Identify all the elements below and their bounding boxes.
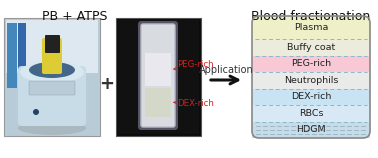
Bar	[252, 72, 370, 88]
FancyBboxPatch shape	[18, 66, 86, 126]
Text: Neutrophils: Neutrophils	[284, 76, 338, 85]
Ellipse shape	[33, 109, 39, 115]
Text: HDGM: HDGM	[296, 125, 326, 134]
Bar	[252, 122, 370, 138]
Text: +: +	[99, 75, 115, 93]
FancyBboxPatch shape	[29, 81, 75, 95]
Text: DEX-rich: DEX-rich	[291, 92, 331, 101]
Bar	[7, 23, 17, 88]
FancyBboxPatch shape	[141, 24, 175, 127]
Ellipse shape	[29, 62, 75, 78]
Bar	[145, 53, 171, 86]
Bar	[145, 88, 171, 117]
Bar	[252, 39, 370, 56]
Bar	[252, 16, 370, 39]
FancyBboxPatch shape	[45, 35, 60, 53]
Bar	[118, 20, 199, 134]
Text: Plasma: Plasma	[294, 23, 328, 32]
Bar	[252, 56, 370, 72]
FancyBboxPatch shape	[42, 38, 62, 74]
Text: Buffy coat: Buffy coat	[287, 43, 335, 52]
Text: Blood fractionation: Blood fractionation	[251, 10, 370, 23]
Bar	[252, 105, 370, 122]
Ellipse shape	[20, 61, 84, 83]
Bar	[4, 18, 100, 136]
Bar	[116, 18, 201, 136]
Bar	[252, 88, 370, 105]
Text: RBCs: RBCs	[299, 109, 323, 118]
FancyBboxPatch shape	[138, 21, 178, 130]
Bar	[6, 20, 98, 73]
Text: PEG-rich: PEG-rich	[174, 60, 214, 70]
Text: PEG-rich: PEG-rich	[291, 59, 331, 68]
Text: PB + ATPS: PB + ATPS	[42, 10, 108, 23]
Text: DEX-rich: DEX-rich	[174, 99, 214, 108]
Bar	[18, 23, 26, 82]
Text: Application: Application	[198, 65, 253, 75]
Ellipse shape	[18, 121, 86, 135]
